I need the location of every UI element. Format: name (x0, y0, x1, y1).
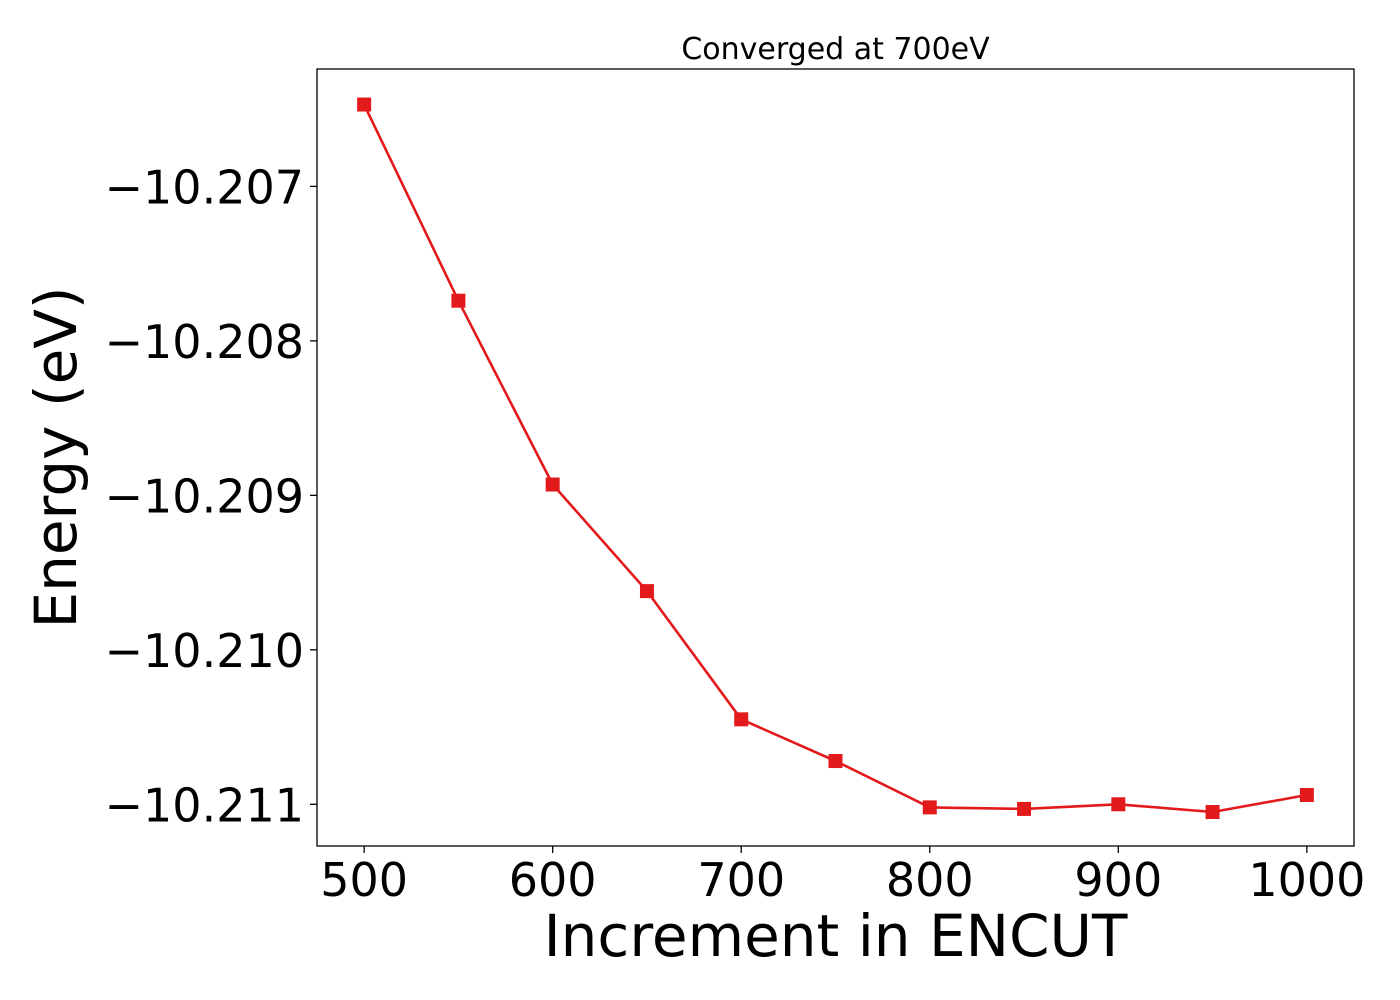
data-point-marker (734, 712, 749, 727)
data-point-marker (357, 97, 372, 112)
y-axis-ticks: −10.207 −10.208 −10.209 −10.210 −10.211 (105, 160, 317, 832)
y-tick-label: −10.211 (105, 778, 305, 832)
chart-title: Converged at 700eV (681, 32, 990, 67)
x-tick-label: 600 (509, 853, 597, 907)
data-point-marker (545, 477, 560, 492)
data-point-marker (639, 584, 654, 599)
data-point-marker (828, 754, 843, 769)
data-point-marker (1111, 797, 1126, 812)
data-point-marker (451, 293, 466, 308)
y-tick-label: −10.210 (105, 624, 305, 678)
plot-area-frame (316, 68, 1355, 847)
x-tick-label: 700 (697, 853, 785, 907)
y-tick-label: −10.209 (105, 469, 305, 523)
x-axis-ticks: 500 600 700 800 900 1000 (320, 846, 1365, 907)
y-tick-label: −10.208 (105, 315, 305, 369)
data-series (357, 97, 1314, 820)
series-line (362, 103, 1308, 814)
x-tick-label: 800 (886, 853, 974, 907)
x-tick-label: 1000 (1248, 853, 1365, 907)
data-point-marker (922, 800, 937, 815)
x-tick-label: 500 (320, 853, 408, 907)
y-axis-label: Energy (eV) (22, 286, 90, 628)
x-axis-label: Increment in ENCUT (544, 902, 1128, 970)
x-tick-label: 900 (1074, 853, 1162, 907)
data-point-marker (1017, 801, 1032, 816)
data-point-marker (1299, 788, 1314, 803)
data-point-marker (1205, 805, 1220, 820)
y-tick-label: −10.207 (105, 160, 305, 214)
